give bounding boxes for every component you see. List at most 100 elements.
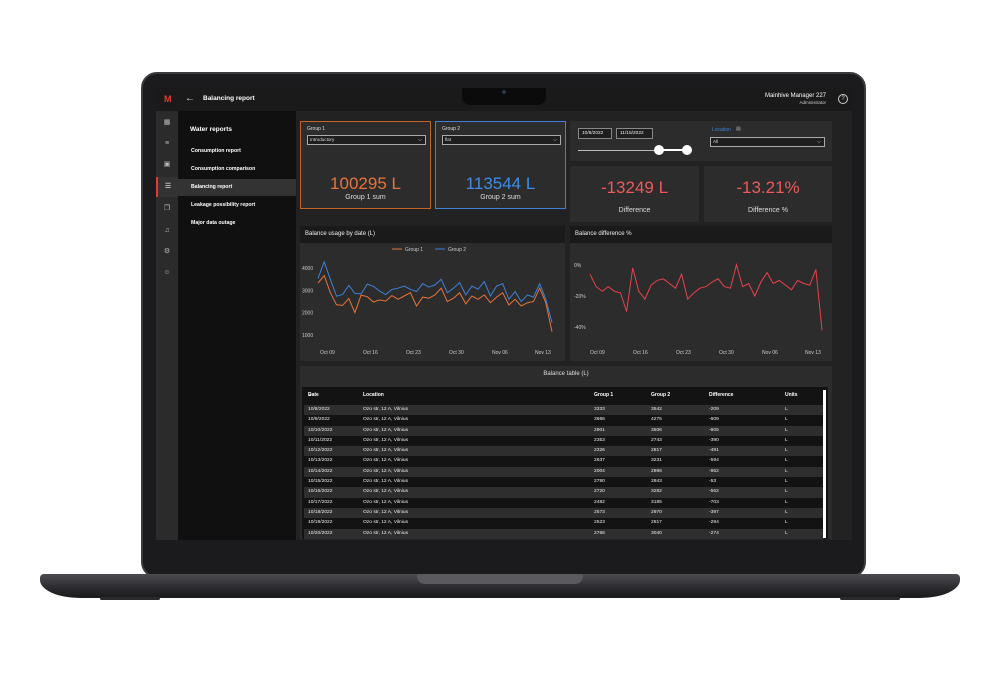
column-header-location[interactable]: Location bbox=[363, 392, 384, 398]
group2-dropdown-value: flat bbox=[445, 137, 452, 142]
cell-location: Ozo str, 12 A, Vilnius bbox=[363, 479, 409, 485]
cell-group2: 2743 bbox=[651, 437, 662, 443]
chevron-down-icon: ⌵ bbox=[817, 139, 821, 145]
y-tick-label: 3000 bbox=[302, 288, 313, 294]
back-arrow-icon[interactable]: ← bbox=[185, 93, 195, 104]
table-row[interactable]: 10/11/2022 Ozo str, 12 A, Vilnius 2353 2743… bbox=[304, 436, 824, 446]
cell-group2: 3185 bbox=[651, 499, 662, 505]
balance-usage-chart: 1000 2000 3000 4000 Oct 09 Oct 16 Oct 23 Oct 30… bbox=[302, 247, 553, 356]
dashboard-icon[interactable]: ▦ bbox=[163, 119, 171, 126]
cell-units: L bbox=[785, 520, 788, 526]
table-row[interactable]: 10/10/2022 Ozo str, 12 A, Vilnius 2901 3506… bbox=[304, 425, 824, 436]
sidebar-item-consumption-comparison[interactable]: Consumption comparison bbox=[191, 166, 256, 172]
group2-sum-value: 113544 L bbox=[465, 174, 536, 193]
group2-label: Group 2 bbox=[442, 126, 461, 132]
table-row[interactable]: 10/13/2022 Ozo str, 12 A, Vilnius 2637 3231… bbox=[304, 456, 824, 466]
table-row[interactable]: 10/9/2022 Ozo str, 12 A, Vilnius 3666 4275 -… bbox=[304, 415, 824, 425]
table-row[interactable]: 10/14/2022 Ozo str, 12 A, Vilnius 2004 2866… bbox=[304, 466, 824, 478]
laptop-foot-left bbox=[100, 597, 160, 600]
cell-units: L bbox=[785, 417, 788, 423]
cell-units: L bbox=[785, 530, 788, 536]
column-header-date[interactable]: Date bbox=[308, 392, 319, 398]
user-icon[interactable]: ☺ bbox=[163, 269, 171, 276]
table-row[interactable]: 10/12/2022 Ozo str, 12 A, Vilnius 2326 2817… bbox=[304, 446, 824, 457]
table-row[interactable]: 10/16/2022 Ozo str, 12 A, Vilnius 2720 3282… bbox=[304, 487, 824, 498]
report-list-icon[interactable]: ☰ bbox=[156, 177, 178, 197]
table-scrollbar[interactable] bbox=[823, 390, 826, 538]
image-icon[interactable]: ▣ bbox=[163, 161, 171, 168]
copy-icon[interactable]: ❐ bbox=[163, 205, 171, 212]
date-range-end-handle[interactable] bbox=[682, 145, 692, 155]
date-range-slider-track[interactable] bbox=[578, 150, 690, 151]
x-tick-label: Oct 09 bbox=[320, 350, 335, 356]
y-tick-label: -20% bbox=[574, 294, 586, 300]
y-tick-label: 0% bbox=[574, 263, 582, 269]
settings-icon[interactable]: ⚙ bbox=[163, 248, 171, 255]
group2-dropdown[interactable]: flat ⌵ bbox=[442, 135, 561, 145]
cell-difference: -274 bbox=[709, 530, 719, 536]
table-row[interactable]: 10/18/2022 Ozo str, 12 A, Vilnius 2573 2970… bbox=[304, 507, 824, 519]
sidebar-item-leakage-possibility-report[interactable]: Leakage possibility report bbox=[191, 202, 256, 208]
cell-group1: 2790 bbox=[594, 479, 605, 485]
cell-units: L bbox=[785, 468, 788, 474]
cell-group2: 3282 bbox=[651, 489, 662, 495]
cell-date: 10/16/2022 bbox=[308, 489, 333, 495]
chevron-down-icon: ⌵ bbox=[553, 137, 557, 143]
cell-difference: -397 bbox=[709, 509, 719, 515]
balance-difference-chart: 0% -20% -40% Oct 09 Oct 16 Oct 23 Oct 30 Nov 06… bbox=[574, 262, 823, 356]
cell-group1: 2637 bbox=[594, 458, 605, 464]
user-name[interactable]: Mainhive Manager 227 bbox=[764, 93, 826, 99]
table-row[interactable]: 10/19/2022 Ozo str, 12 A, Vilnius 2523 2817… bbox=[304, 518, 824, 528]
x-tick-label: Oct 09 bbox=[590, 350, 605, 356]
column-header-units[interactable]: Units bbox=[785, 392, 798, 398]
x-tick-label: Oct 16 bbox=[633, 350, 648, 356]
table-row[interactable]: 10/17/2022 Ozo str, 12 A, Vilnius 2482 3185… bbox=[304, 498, 824, 508]
difference-card: -13249 L Difference bbox=[570, 166, 699, 222]
date-to-input[interactable]: 11/15/2022 bbox=[616, 128, 653, 139]
column-header-group1[interactable]: Group 1 bbox=[594, 392, 614, 398]
column-header-group2[interactable]: Group 2 bbox=[651, 392, 671, 398]
cell-date: 10/14/2022 bbox=[308, 468, 333, 474]
x-tick-label: Nov 13 bbox=[805, 350, 821, 356]
cell-date: 10/20/2022 bbox=[308, 530, 333, 536]
chevron-down-icon: ⌵ bbox=[418, 137, 422, 143]
cell-group2: 3231 bbox=[651, 458, 662, 464]
group1-dropdown[interactable]: Introductory ⌵ bbox=[307, 135, 426, 145]
cell-date: 10/11/2022 bbox=[308, 437, 333, 443]
table-row[interactable]: 10/20/2022 Ozo str, 12 A, Vilnius 2766 3040… bbox=[304, 528, 824, 539]
x-tick-label: Nov 13 bbox=[535, 350, 551, 356]
sidebar-item-major-data-outage[interactable]: Major data outage bbox=[191, 220, 236, 226]
date-location-filter: 10/8/2022 11/15/2022 Location ▤ All ⌵ bbox=[570, 121, 832, 161]
camera-notch bbox=[462, 88, 546, 105]
list-icon[interactable]: ≡ bbox=[164, 140, 170, 147]
date-range-start-handle[interactable] bbox=[654, 145, 664, 155]
cell-location: Ozo str, 12 A, Vilnius bbox=[363, 530, 409, 536]
cell-group1: 2004 bbox=[594, 468, 605, 474]
cell-location: Ozo str, 12 A, Vilnius bbox=[363, 489, 409, 495]
cell-location: Ozo str, 12 A, Vilnius bbox=[363, 427, 409, 433]
difference-line bbox=[589, 262, 823, 331]
help-icon[interactable]: ? bbox=[838, 94, 848, 104]
table-row[interactable]: 10/15/2022 Ozo str, 12 A, Vilnius 2790 2843… bbox=[304, 477, 824, 487]
group1-sum-value: 100295 L bbox=[330, 174, 401, 193]
cell-group1: 2720 bbox=[594, 489, 605, 495]
group1-dropdown-value: Introductory bbox=[310, 137, 335, 142]
date-from-input[interactable]: 10/8/2022 bbox=[578, 128, 612, 139]
column-header-difference[interactable]: Difference bbox=[709, 392, 734, 398]
group1-sum-label: Group 1 sum bbox=[345, 194, 386, 201]
sort-icon[interactable]: ▲ bbox=[308, 392, 312, 397]
cell-date: 10/13/2022 bbox=[308, 458, 333, 464]
sidebar-item-consumption-report[interactable]: Consumption report bbox=[191, 148, 241, 154]
cell-difference: -294 bbox=[709, 520, 719, 526]
bell-icon[interactable]: ♫ bbox=[164, 227, 170, 234]
sidebar-item-balancing-report[interactable]: Balancing report bbox=[178, 179, 296, 196]
cell-group1: 3333 bbox=[594, 407, 605, 412]
cell-group2: 3506 bbox=[651, 427, 662, 433]
location-dropdown[interactable]: All ⌵ bbox=[710, 137, 825, 147]
cell-difference: -609 bbox=[709, 417, 719, 423]
x-tick-label: Oct 30 bbox=[719, 350, 734, 356]
group2-sum-label: Group 2 sum bbox=[480, 194, 521, 201]
table-row[interactable]: 10/8/2022 Ozo str, 12 A, Vilnius 3333 3542 -… bbox=[304, 405, 824, 416]
balance-usage-chart-card: Balance usage by date (L) 1000 2000 3000 40… bbox=[300, 226, 565, 361]
cell-group1: 2766 bbox=[594, 530, 605, 536]
